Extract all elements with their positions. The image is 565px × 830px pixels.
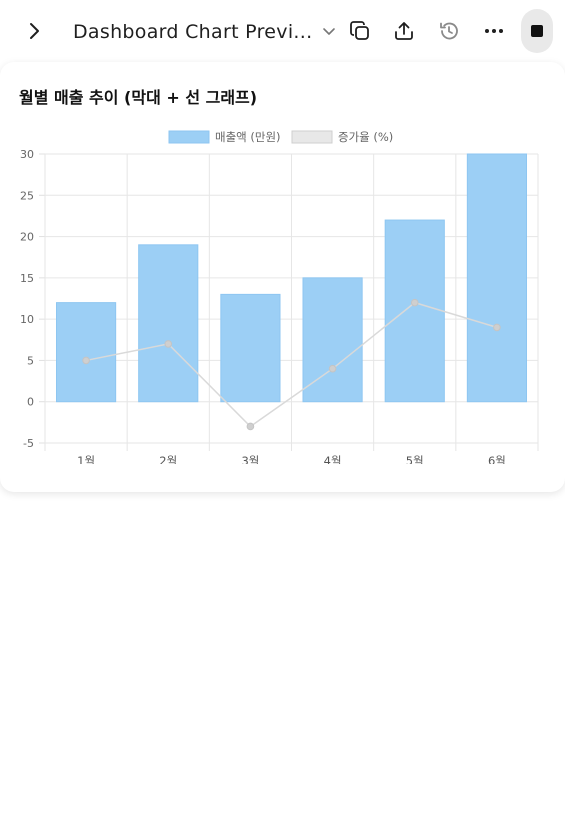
x-tick-label: 3월 (241, 454, 259, 464)
y-tick-label: 0 (27, 396, 34, 409)
back-button[interactable] (20, 15, 48, 47)
x-tick-label: 2월 (159, 454, 177, 464)
bar (56, 302, 117, 403)
line-point (493, 323, 501, 332)
line-point (164, 340, 173, 348)
line-point (246, 422, 255, 431)
history-button[interactable] (435, 16, 463, 46)
y-tick-label: 25 (20, 189, 34, 202)
bar (466, 153, 527, 403)
line-point (410, 298, 419, 307)
more-button[interactable] (480, 16, 508, 46)
copy-icon (350, 21, 369, 40)
document-title: Dashboard Chart Previ... (73, 21, 313, 43)
bar (302, 277, 363, 403)
bar (384, 219, 445, 403)
bar (220, 293, 281, 403)
bar (138, 244, 199, 403)
y-tick-label: 15 (20, 272, 34, 285)
chevron-right-icon (30, 23, 39, 39)
legend-swatch-line (291, 130, 333, 144)
y-tick-label: 30 (20, 148, 34, 161)
y-tick-label: 20 (20, 231, 34, 244)
share-icon (395, 22, 413, 40)
y-tick-label: -5 (23, 437, 34, 450)
more-icon (485, 29, 503, 33)
legend-swatch-bar (168, 130, 210, 144)
line-point (82, 356, 90, 365)
line-point (328, 364, 337, 373)
line-series (85, 301, 498, 428)
legend-label-line: 증가율 (%) (338, 130, 393, 144)
history-icon (440, 22, 458, 40)
document-title-dropdown[interactable]: Dashboard Chart Previ... (73, 18, 336, 46)
x-tick-label: 1월 (77, 454, 95, 464)
chart-card: 월별 매출 추이 (막대 + 선 그래프) 30 25 20 15 10 5 0 -5 1월 2월… (0, 62, 565, 492)
y-tick-label: 10 (20, 313, 34, 326)
copy-button[interactable] (346, 16, 374, 46)
top-bar: Dashboard Chart Previ... (0, 0, 565, 62)
bar-line-chart: 30 25 20 15 10 5 0 -5 1월 2월 3월 4월 5월 6월 매출액 (만원) 증가율 (%… (20, 130, 539, 464)
stop-icon (531, 25, 543, 37)
legend-label-bar: 매출액 (만원) (215, 130, 281, 144)
stop-button[interactable] (521, 9, 553, 53)
chart-title: 월별 매출 추이 (막대 + 선 그래프) (19, 88, 258, 107)
x-tick-label: 6월 (488, 454, 506, 464)
x-tick-label: 5월 (406, 454, 424, 464)
y-tick-label: 5 (27, 354, 34, 367)
share-button[interactable] (390, 16, 418, 46)
x-tick-label: 4월 (324, 454, 342, 464)
chevron-down-icon (323, 28, 336, 35)
